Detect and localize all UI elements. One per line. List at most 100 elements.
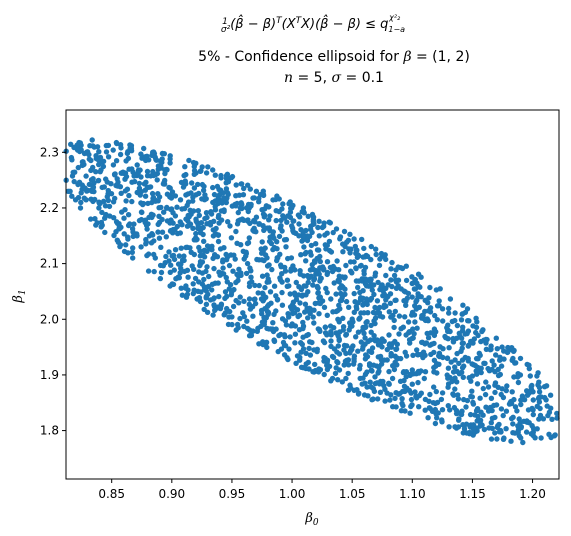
data-point (257, 283, 262, 288)
data-point (220, 265, 225, 270)
data-point (248, 186, 253, 191)
data-point (143, 237, 148, 242)
data-point (425, 415, 430, 420)
data-point (448, 296, 453, 301)
data-point (355, 252, 360, 257)
data-point (469, 361, 474, 366)
data-point (309, 340, 314, 345)
data-point (529, 384, 534, 389)
data-point (398, 356, 403, 361)
data-point (221, 271, 226, 276)
data-point (213, 173, 218, 178)
data-point (183, 245, 188, 250)
data-point (340, 316, 345, 321)
y-axis: 1.8 1.9 2.0 2.1 2.2 2.3 (40, 145, 66, 437)
data-point (130, 255, 135, 260)
data-point (393, 277, 398, 282)
data-point (239, 206, 244, 211)
title-line-1: 1 σ²(β̂ − β)T(XTX)(β̂ − β) ≤ q1−aχ²₂ (221, 13, 405, 35)
data-point (360, 346, 365, 351)
data-point (437, 354, 442, 359)
data-point (106, 198, 111, 203)
data-point (401, 370, 406, 375)
data-point (252, 296, 257, 301)
data-point (190, 226, 195, 231)
data-point (489, 367, 494, 372)
data-point (328, 220, 333, 225)
data-point (279, 271, 284, 276)
data-point (445, 385, 450, 390)
data-point (358, 376, 363, 381)
data-point (412, 286, 417, 291)
data-point (141, 201, 146, 206)
chart-title: 1 σ²(β̂ − β)T(XTX)(β̂ − β) ≤ q1−aχ²₂ 5% -… (198, 13, 470, 86)
data-point (102, 230, 107, 235)
data-point (347, 232, 352, 237)
data-point (459, 412, 464, 417)
data-point (159, 270, 164, 275)
data-point (389, 260, 394, 265)
data-point (524, 429, 529, 434)
data-point (134, 231, 139, 236)
data-point (452, 424, 457, 429)
data-point (302, 309, 307, 314)
data-point (216, 280, 221, 285)
data-point (106, 154, 111, 159)
x-tick-label: 1.05 (339, 487, 366, 501)
data-point (511, 397, 516, 402)
data-point (333, 291, 338, 296)
data-point (518, 402, 523, 407)
data-point (531, 412, 536, 417)
data-point (286, 283, 291, 288)
data-point (504, 383, 509, 388)
data-point (215, 184, 220, 189)
data-point (489, 420, 494, 425)
data-point (193, 192, 198, 197)
data-point (334, 359, 339, 364)
data-point (322, 232, 327, 237)
data-point (483, 379, 488, 384)
data-point (173, 213, 178, 218)
data-point (305, 315, 310, 320)
data-point (454, 351, 459, 356)
data-point (433, 421, 438, 426)
data-point (293, 332, 298, 337)
data-point (100, 223, 105, 228)
data-point (153, 255, 158, 260)
data-point (183, 283, 188, 288)
data-point (199, 196, 204, 201)
data-point (167, 160, 172, 165)
data-point (72, 179, 77, 184)
data-point (403, 332, 408, 337)
data-point (159, 160, 164, 165)
data-point (446, 345, 451, 350)
plot-area (63, 137, 559, 445)
data-point (244, 319, 249, 324)
data-point (145, 173, 150, 178)
data-point (505, 349, 510, 354)
data-point (410, 326, 415, 331)
data-point (480, 327, 485, 332)
data-point (119, 191, 124, 196)
data-point (218, 175, 223, 180)
data-point (478, 423, 483, 428)
data-point (465, 318, 470, 323)
data-point (259, 257, 264, 262)
data-point (300, 209, 305, 214)
data-point (157, 194, 162, 199)
data-point (363, 356, 368, 361)
data-point (455, 323, 460, 328)
data-point (468, 379, 473, 384)
data-point (408, 404, 413, 409)
data-point (193, 161, 198, 166)
data-point (462, 426, 467, 431)
data-point (300, 320, 305, 325)
data-point (380, 336, 385, 341)
data-point (158, 276, 163, 281)
data-point (125, 151, 130, 156)
data-point (303, 228, 308, 233)
data-point (531, 397, 536, 402)
data-point (229, 314, 234, 319)
data-point (364, 369, 369, 374)
data-point (191, 208, 196, 213)
